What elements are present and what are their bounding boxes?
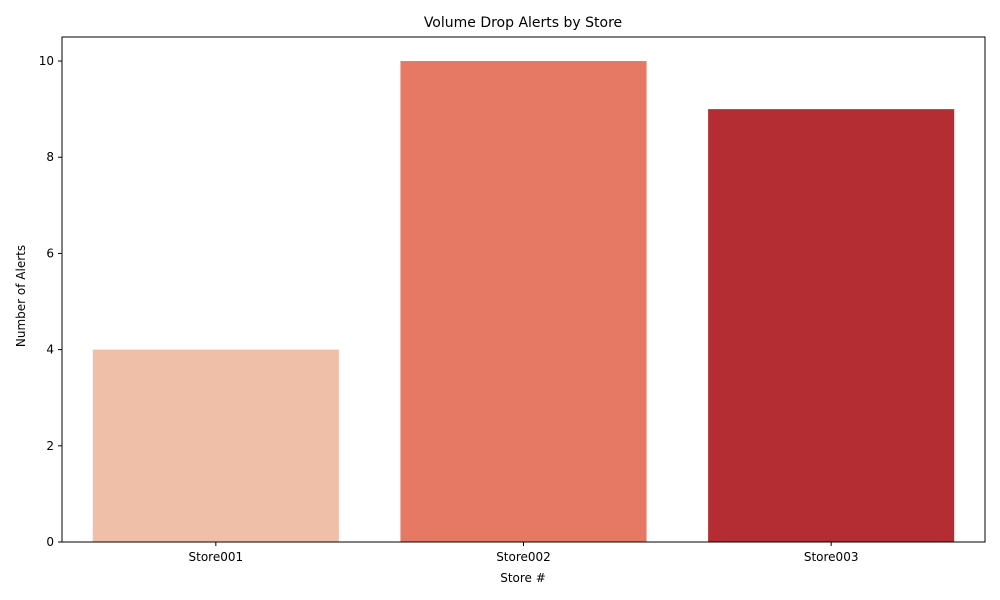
bar-store002 xyxy=(400,61,647,543)
x-tick-label: Store002 xyxy=(496,550,551,564)
x-axis: Store001 Store002 Store003 xyxy=(189,542,859,564)
y-tick-label: 4 xyxy=(46,343,54,357)
y-tick-label: 0 xyxy=(46,535,54,549)
bar-store001 xyxy=(92,349,339,542)
x-tick-label: Store003 xyxy=(804,550,859,564)
y-tick-label: 2 xyxy=(46,439,54,453)
x-axis-label: Store # xyxy=(500,571,546,585)
y-tick-label: 6 xyxy=(46,246,54,260)
chart-title: Volume Drop Alerts by Store xyxy=(424,15,622,31)
y-tick-label: 8 xyxy=(46,150,54,164)
y-tick-label: 10 xyxy=(39,54,54,68)
x-tick-label: Store001 xyxy=(189,550,244,564)
bar-store003 xyxy=(708,109,955,543)
y-axis: 0 2 4 6 8 10 xyxy=(39,54,62,549)
bars-group xyxy=(92,61,955,543)
y-axis-label: Number of Alerts xyxy=(14,245,28,347)
